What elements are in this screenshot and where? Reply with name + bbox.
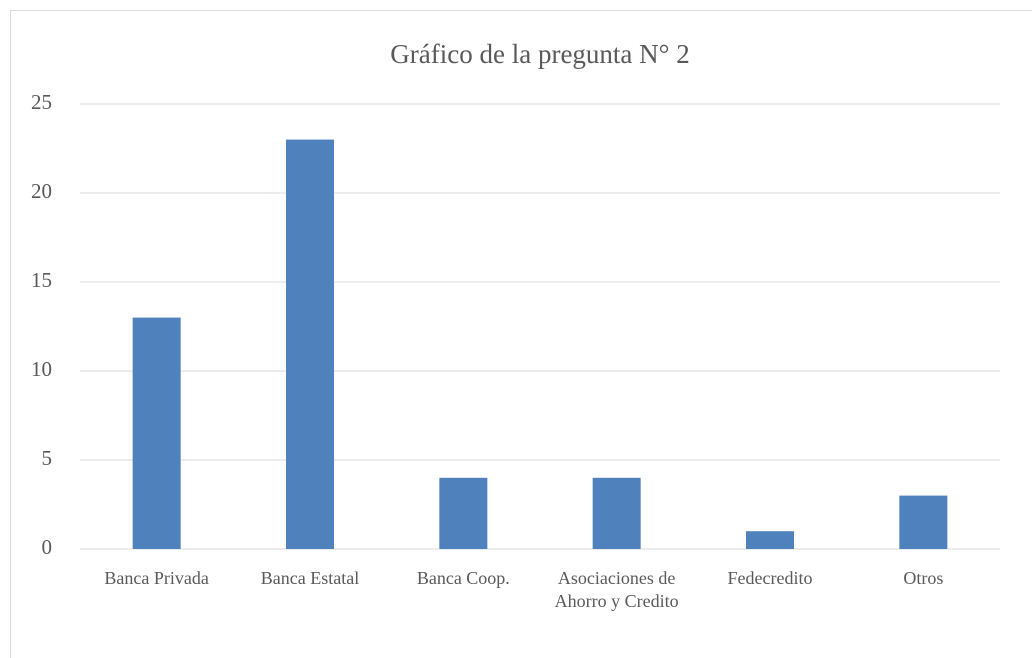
bar xyxy=(592,477,641,549)
y-tick-label: 20 xyxy=(31,179,52,203)
x-tick-label: Banca Coop. xyxy=(416,568,510,588)
bar xyxy=(899,495,948,549)
x-tick-label: Banca Privada xyxy=(104,568,209,588)
y-tick-label: 5 xyxy=(42,446,53,470)
y-tick-label: 10 xyxy=(31,357,52,381)
y-tick-label: 25 xyxy=(31,90,52,114)
x-tick-label: Asociaciones de Ahorro y Credito xyxy=(554,568,679,611)
x-tick-label: Banca Estatal xyxy=(260,568,360,588)
y-tick-label: 15 xyxy=(31,268,52,292)
y-tick-label: 0 xyxy=(42,535,53,559)
bar xyxy=(439,477,488,549)
bar xyxy=(132,317,181,549)
chart-title: Gráfico de la pregunta N° 2 xyxy=(390,39,689,69)
bar xyxy=(286,139,334,549)
x-tick-label: Fedecredito xyxy=(727,568,813,588)
x-tick-label: Otros xyxy=(903,568,944,588)
bar xyxy=(746,531,794,549)
chart-border xyxy=(10,10,1032,658)
